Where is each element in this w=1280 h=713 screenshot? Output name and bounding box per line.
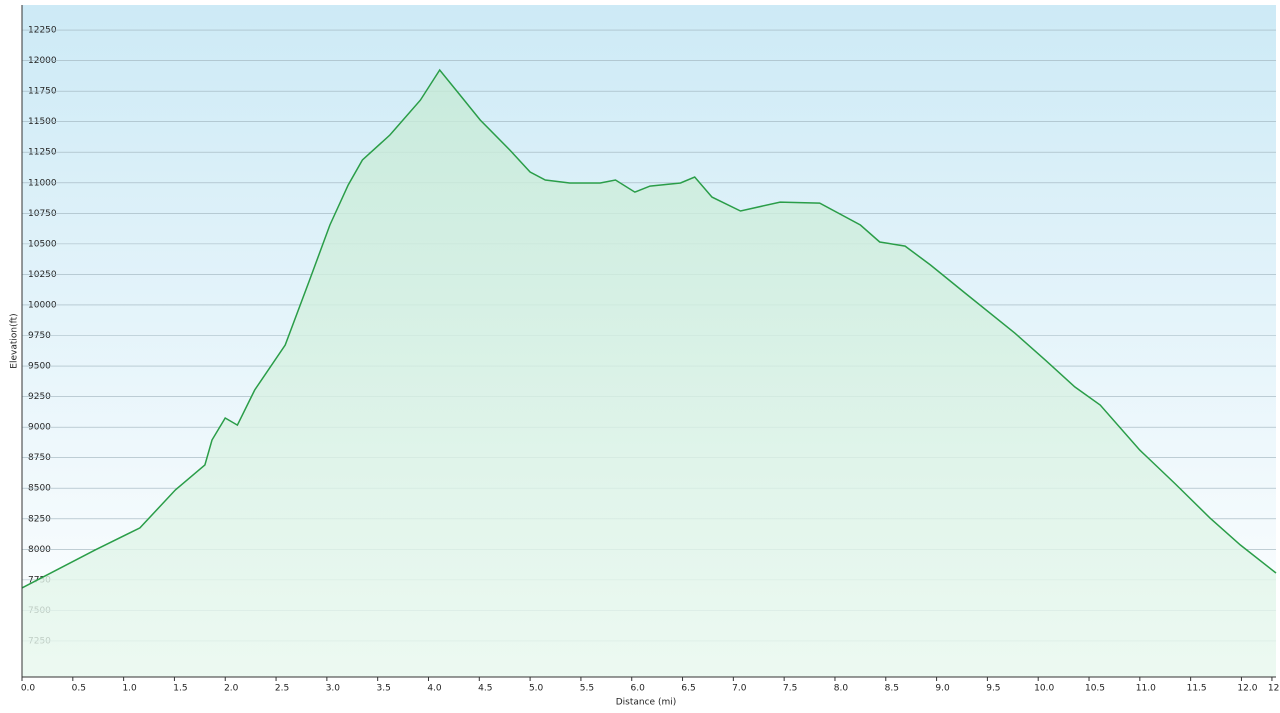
x-tick-label: 5.5 xyxy=(580,684,594,694)
y-tick-label: 9750 xyxy=(28,331,51,341)
y-tick-label: 10250 xyxy=(28,270,57,280)
y-tick-label: 12000 xyxy=(28,56,57,66)
y-tick-label: 12250 xyxy=(28,26,57,36)
x-tick-label: 11.5 xyxy=(1187,684,1207,694)
x-tick-label: 4.5 xyxy=(478,684,492,694)
x-tick-label: 8.5 xyxy=(885,684,899,694)
y-tick-label: 11000 xyxy=(28,178,57,188)
x-tick-label: 7.5 xyxy=(783,684,797,694)
x-tick-label: 3.5 xyxy=(377,684,391,694)
x-tick-label: 2.5 xyxy=(275,684,289,694)
x-tick-label: 1.0 xyxy=(122,684,137,694)
x-tick-label: 8.0 xyxy=(834,684,849,694)
area-fill xyxy=(22,70,1276,677)
y-tick-label: 10750 xyxy=(28,209,57,219)
x-tick-label: 2.0 xyxy=(224,684,239,694)
y-tick-label: 8000 xyxy=(28,545,51,555)
x-tick-label: 0.0 xyxy=(21,684,36,694)
y-tick-label: 9250 xyxy=(28,392,51,402)
y-tick-label: 8500 xyxy=(28,484,51,494)
y-tick-label: 8250 xyxy=(28,514,51,524)
elevation-line xyxy=(21,68,1277,589)
y-tick-label: 8750 xyxy=(28,453,51,463)
x-axis-label: Distance (mi) xyxy=(616,698,677,708)
y-tick-label: 11750 xyxy=(28,87,57,97)
y-tick-label: 10000 xyxy=(28,300,57,310)
x-tick-label: 12.0 xyxy=(1237,684,1257,694)
y-tick-label: 10500 xyxy=(28,239,57,249)
y-tick-label: 9500 xyxy=(28,362,51,372)
x-tick-label: 7.0 xyxy=(732,684,747,694)
y-tick-label: 9000 xyxy=(28,423,51,433)
x-tick-label: 3.0 xyxy=(326,684,341,694)
y-axis-label: Elevation(ft) xyxy=(10,313,20,368)
x-tick-label: 12.3 xyxy=(1268,684,1280,694)
x-tick-label: 0.5 xyxy=(72,684,86,694)
x-tick-label: 1.5 xyxy=(173,684,187,694)
x-tick-label: 4.0 xyxy=(427,684,442,694)
x-tick-label: 6.5 xyxy=(681,684,695,694)
y-tick-label: 11250 xyxy=(28,148,57,158)
x-tick-label: 5.0 xyxy=(529,684,544,694)
x-tick-label: 10.5 xyxy=(1085,684,1105,694)
y-tick-label: 11500 xyxy=(28,117,57,127)
x-tick-label: 9.0 xyxy=(935,684,950,694)
x-tick-label: 10.0 xyxy=(1034,684,1054,694)
x-tick-label: 11.0 xyxy=(1136,684,1156,694)
x-tick-label: 6.0 xyxy=(631,684,646,694)
x-tick-label: 9.5 xyxy=(986,684,1000,694)
